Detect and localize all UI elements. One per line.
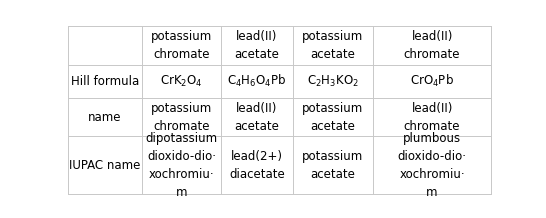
Text: lead(II)
acetate: lead(II) acetate	[235, 30, 280, 61]
Text: name: name	[88, 111, 122, 124]
Text: IUPAC name: IUPAC name	[69, 159, 141, 172]
Text: potassium
acetate: potassium acetate	[302, 150, 364, 181]
Text: potassium
acetate: potassium acetate	[302, 102, 364, 133]
Text: lead(II)
chromate: lead(II) chromate	[404, 102, 460, 133]
Text: potassium
chromate: potassium chromate	[151, 30, 212, 61]
Text: potassium
acetate: potassium acetate	[302, 30, 364, 61]
Text: potassium
chromate: potassium chromate	[151, 102, 212, 133]
Text: dipotassium
dioxido-dio·
xochromiu·
m: dipotassium dioxido-dio· xochromiu· m	[145, 132, 217, 199]
Text: Hill formula: Hill formula	[71, 75, 139, 88]
Text: CrK$_2$O$_4$: CrK$_2$O$_4$	[160, 74, 203, 89]
Text: lead(2+)
diacetate: lead(2+) diacetate	[229, 150, 285, 181]
Text: CrO$_4$Pb: CrO$_4$Pb	[410, 73, 454, 89]
Text: C$_4$H$_6$O$_4$Pb: C$_4$H$_6$O$_4$Pb	[227, 73, 287, 89]
Text: lead(II)
acetate: lead(II) acetate	[235, 102, 280, 133]
Text: plumbous
dioxido-dio·
xochromiu·
m: plumbous dioxido-dio· xochromiu· m	[397, 132, 467, 199]
Text: C$_2$H$_3$KO$_2$: C$_2$H$_3$KO$_2$	[307, 74, 359, 89]
Text: lead(II)
chromate: lead(II) chromate	[404, 30, 460, 61]
